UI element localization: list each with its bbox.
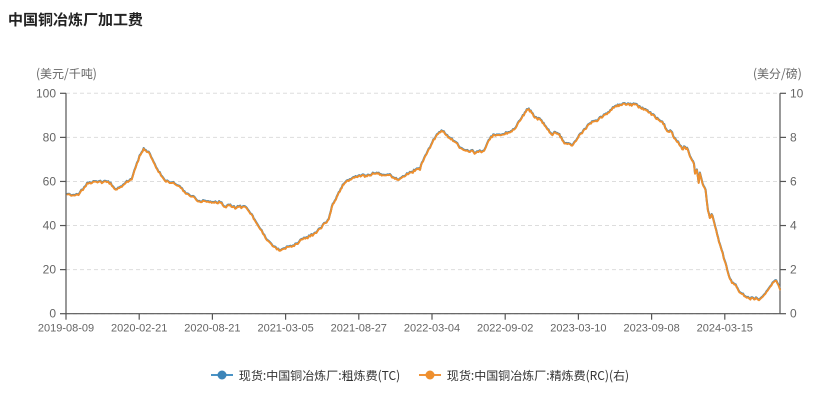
svg-text:40: 40	[43, 219, 57, 233]
svg-text:8: 8	[790, 130, 797, 144]
svg-text:0: 0	[49, 307, 56, 321]
svg-text:2023-09-08: 2023-09-08	[623, 323, 679, 335]
svg-text:2019-08-09: 2019-08-09	[38, 323, 94, 335]
svg-text:20: 20	[43, 263, 57, 277]
svg-text:60: 60	[43, 174, 57, 188]
svg-text:2021-08-27: 2021-08-27	[331, 323, 387, 335]
svg-text:100: 100	[36, 86, 56, 100]
svg-text:0: 0	[790, 307, 797, 321]
svg-text:2: 2	[790, 263, 797, 277]
svg-text:2022-03-04: 2022-03-04	[404, 323, 460, 335]
svg-text:4: 4	[790, 219, 797, 233]
svg-text:6: 6	[790, 174, 797, 188]
svg-text:2024-03-15: 2024-03-15	[697, 323, 753, 335]
svg-text:10: 10	[790, 86, 804, 100]
svg-text:2020-08-21: 2020-08-21	[184, 323, 240, 335]
svg-text:80: 80	[43, 130, 57, 144]
svg-text:2022-09-02: 2022-09-02	[477, 323, 533, 335]
svg-text:2020-02-21: 2020-02-21	[111, 323, 167, 335]
svg-text:2023-03-10: 2023-03-10	[550, 323, 606, 335]
svg-text:2021-03-05: 2021-03-05	[257, 323, 313, 335]
